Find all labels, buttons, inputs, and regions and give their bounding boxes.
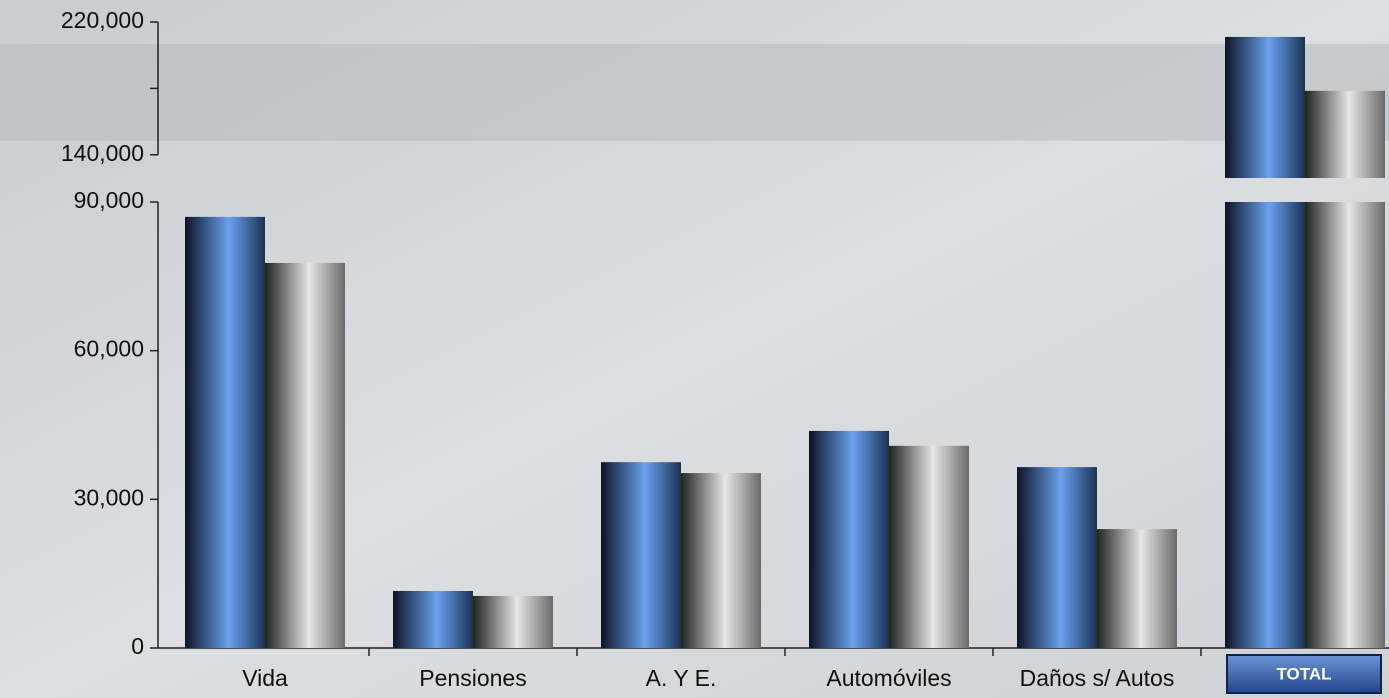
bar-upper	[1225, 36, 1305, 178]
total-box	[1226, 654, 1382, 694]
bar	[265, 262, 345, 648]
x-tick-label: Daños s/ Autos	[1020, 665, 1175, 691]
bar	[1097, 529, 1177, 648]
x-tick-label: Pensiones	[419, 665, 526, 691]
x-tick-label: A. Y E.	[646, 665, 717, 691]
x-tick-label: Vida	[242, 665, 288, 691]
bar-upper	[1305, 90, 1385, 178]
bar	[601, 462, 681, 648]
x-tick-label: TOTAL	[1276, 664, 1331, 683]
bar	[473, 595, 553, 648]
bar	[185, 216, 265, 648]
bar	[1305, 202, 1385, 648]
bar	[889, 445, 969, 648]
bar	[1017, 467, 1097, 648]
y-tick-label: 90,000	[74, 187, 144, 213]
bar	[809, 430, 889, 648]
x-tick-label: Automóviles	[826, 665, 951, 691]
band	[0, 44, 1389, 141]
y-tick-label: 30,000	[74, 484, 144, 510]
y-tick-label: 0	[131, 633, 144, 659]
bar	[681, 473, 761, 648]
y-tick-label: 60,000	[74, 336, 144, 362]
bar	[393, 591, 473, 648]
y-tick-label-upper: 140,000	[61, 140, 144, 166]
y-tick-label-upper: 220,000	[61, 7, 144, 33]
bar	[1225, 202, 1305, 648]
